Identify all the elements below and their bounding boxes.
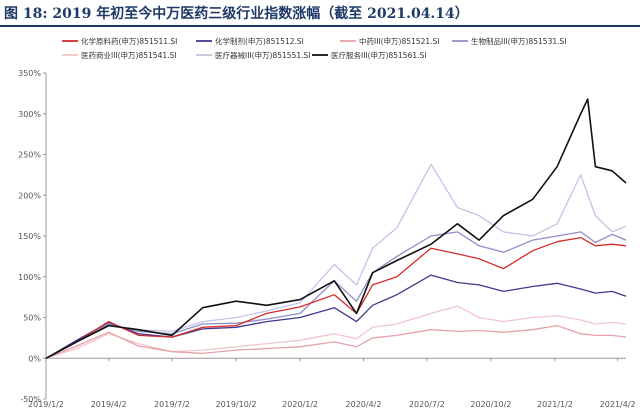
y-tick-label: 100%	[18, 273, 41, 282]
legend-label: 医疗器械III(申万)851551.SI	[215, 50, 310, 60]
y-tick-label: 0%	[28, 354, 41, 363]
series-line-1	[45, 236, 627, 359]
series-line-7	[45, 98, 627, 360]
legend-label: 化学制剂(申万)851512.SI	[215, 36, 304, 46]
y-tick-label: 150%	[18, 232, 41, 241]
chart-legend: 化学原料药(申万)851511.SI 化学制剂(申万)851512.SI 中药III…	[62, 36, 566, 60]
y-tick-label: 250%	[18, 151, 41, 160]
legend-label: 化学原料药(申万)851511.SI	[81, 36, 177, 46]
legend-label: 生物制品III(申万)851531.SI	[471, 36, 566, 46]
legend-label: 医药商业III(申万)851541.SI	[81, 50, 176, 60]
x-tick-label: 2020/1/2	[282, 400, 318, 409]
y-tick-label: -50%	[20, 395, 41, 404]
figure-title: 图 18: 2019 年初至今中万医药三级行业指数涨幅（截至 2021.04.1…	[4, 6, 469, 22]
y-tick-label: 200%	[18, 191, 41, 200]
chart-series-lines	[45, 98, 627, 360]
series-line-5	[45, 305, 627, 359]
x-tick-label: 2020/7/2	[409, 400, 445, 409]
x-tick-label: 2019/1/2	[28, 400, 64, 409]
y-tick-label: 350%	[18, 69, 41, 78]
x-tick-label: 2021/4/2	[600, 400, 636, 409]
x-tick-label: 2019/7/2	[154, 400, 190, 409]
x-tick-label: 2020/10/2	[470, 400, 511, 409]
y-tick-label: 300%	[18, 110, 41, 119]
line-chart: 化学原料药(申万)851511.SI 化学制剂(申万)851512.SI 中药III…	[18, 36, 635, 409]
x-tick-label: 2019/4/2	[91, 400, 127, 409]
legend-label: 中药III(申万)851521.SI	[359, 36, 439, 46]
x-tick-label: 2021/1/2	[537, 400, 573, 409]
chart-axes: -50% 0% 50% 100% 150% 200% 250% 300% 350% 2019/1/…	[18, 69, 635, 409]
x-tick-label: 2019/10/2	[216, 400, 257, 409]
figure-title-bar: 图 18: 2019 年初至今中万医药三级行业指数涨幅（截至 2021.04.1…	[0, 0, 640, 27]
series-line-3	[45, 324, 627, 359]
x-tick-label: 2020/4/2	[346, 400, 382, 409]
y-tick-label: 50%	[23, 314, 41, 323]
legend-label: 医疗服务III(申万)851561.SI	[331, 50, 426, 60]
series-line-6	[45, 163, 627, 359]
series-line-4	[45, 231, 627, 359]
